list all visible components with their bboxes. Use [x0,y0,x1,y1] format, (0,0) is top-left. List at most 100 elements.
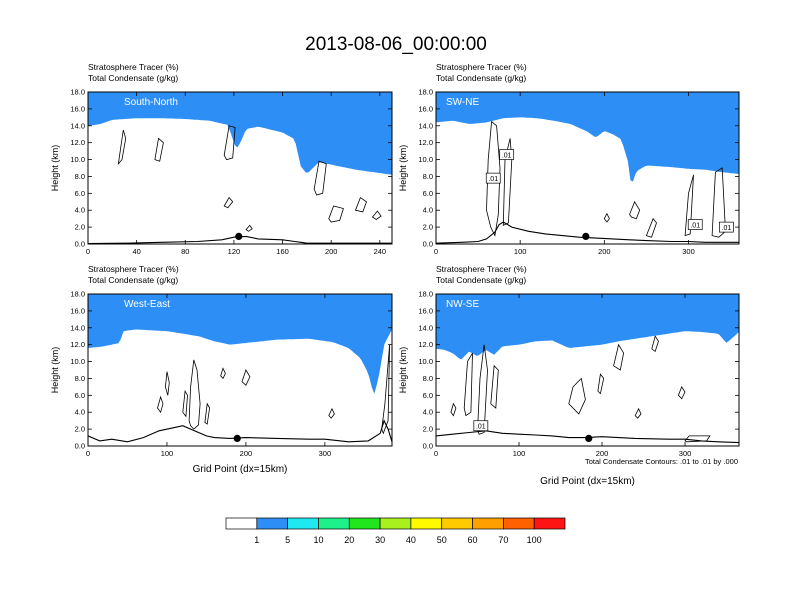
x-tick-label: 100 [161,449,174,458]
condensate-contour [188,359,201,430]
tracer-label: Stratosphere Tracer (%) [88,264,179,274]
contour-label: .01 [722,225,732,232]
colorbar-label: 60 [468,535,478,545]
tracer-band-1 [88,294,392,394]
y-tick-label: 0.0 [75,442,85,451]
panel-nw-se: Stratosphere Tracer (%)Total Condensate … [398,264,740,487]
condensate-contour [381,344,390,435]
y-tick-label: 14.0 [418,323,433,332]
y-tick-label: 10.0 [418,155,433,164]
x-tick-label: 120 [228,247,241,256]
x-tick-label: 40 [132,247,140,256]
condensate-contour [629,200,641,220]
condensate-contour [117,129,127,166]
colorbar-label: 1 [254,535,259,545]
y-tick-label: 12.0 [70,340,85,349]
colorbar-swatch [318,517,350,530]
panel-south-north: Stratosphere Tracer (%)Total Condensate … [50,62,393,256]
colorbar-label: 50 [437,535,447,545]
y-tick-label: 4.0 [75,206,85,215]
colorbar-swatch [348,517,381,530]
colorbar-swatch [410,517,443,530]
y-tick-label: 16.0 [418,306,433,315]
contour-label: .01 [690,223,700,230]
condensate-contour [651,335,659,353]
tracer-label: Stratosphere Tracer (%) [88,62,179,72]
colorbar-label: 30 [375,535,385,545]
y-tick-label: 18.0 [418,290,433,299]
y-tick-label: 12.0 [70,138,85,147]
condensate-contour [354,196,367,213]
colorbar-swatch [503,517,535,530]
x-tick-label: 0 [86,247,90,256]
x-tick-label: 200 [598,247,611,256]
contour-label-box [499,149,515,160]
condensate-contour [157,395,164,414]
condensate-contour [486,120,501,237]
y-tick-label: 8.0 [75,172,85,181]
y-tick-label: 14.0 [70,121,85,130]
y-tick-label: 18.0 [70,88,85,97]
colorbar-swatch [472,517,504,530]
y-axis-label: Height (km) [50,347,60,394]
y-tick-label: 16.0 [418,104,433,113]
tracer-band-1 [88,92,392,175]
condensate-contour [613,343,625,371]
panel-title: South-North [124,97,178,108]
x-tick-label: 0 [434,449,438,458]
condensate-contour [568,377,586,415]
x-tick-label: 100 [513,449,526,458]
contour-label: .01 [488,176,498,183]
y-tick-label: 8.0 [75,374,85,383]
y-tick-label: 2.0 [423,223,433,232]
y-tick-label: 0.0 [75,240,85,249]
y-tick-label: 0.0 [423,240,433,249]
y-tick-label: 8.0 [423,374,433,383]
y-tick-label: 12.0 [418,138,433,147]
x-axis-label: Grid Point (dx=15km) [540,476,635,487]
terrain-line [436,430,739,444]
y-tick-label: 14.0 [418,121,433,130]
tracer-field: .01 [436,294,739,446]
tracer-band-1 [436,294,739,360]
panel-title: NW-SE [446,299,479,310]
x-tick-label: 200 [240,449,253,458]
condensate-contour [371,210,382,220]
x-tick-label: 200 [596,449,609,458]
condensate-contour [223,196,234,209]
location-marker [582,232,590,240]
y-tick-label: 16.0 [70,306,85,315]
tracer-field [88,294,392,446]
condensate-label: Total Condensate (g/kg) [88,73,178,83]
condensate-contour [477,344,488,435]
x-tick-label: 0 [86,449,90,458]
location-marker [235,232,243,240]
condensate-contour [502,138,513,227]
y-tick-label: 10.0 [418,357,433,366]
condensate-label: Total Condensate (g/kg) [436,275,526,285]
y-tick-label: 6.0 [75,391,85,400]
colorbar-swatch [256,517,288,530]
x-tick-label: 80 [181,247,189,256]
x-tick-label: 200 [325,247,338,256]
y-axis-label: Height (km) [50,145,60,192]
condensate-contour [450,402,457,417]
condensate-contour [241,369,251,386]
y-tick-label: 10.0 [70,357,85,366]
condensate-contour [328,205,344,223]
y-tick-label: 2.0 [75,425,85,434]
condensate-contour [677,386,686,400]
condensate-contour [490,364,499,409]
x-tick-label: 0 [434,247,438,256]
figure-title: 2013-08-06_00:00:00 [305,34,487,55]
y-tick-label: 10.0 [70,155,85,164]
condensate-contour [684,174,694,237]
x-tick-label: 240 [374,247,387,256]
y-tick-label: 2.0 [75,223,85,232]
colorbar-swatch [533,517,566,530]
colorbar-label: 20 [344,535,354,545]
contour-label-box [687,219,703,230]
y-tick-label: 0.0 [423,442,433,451]
contour-label-box [473,420,489,432]
tracer-label: Stratosphere Tracer (%) [436,62,527,72]
